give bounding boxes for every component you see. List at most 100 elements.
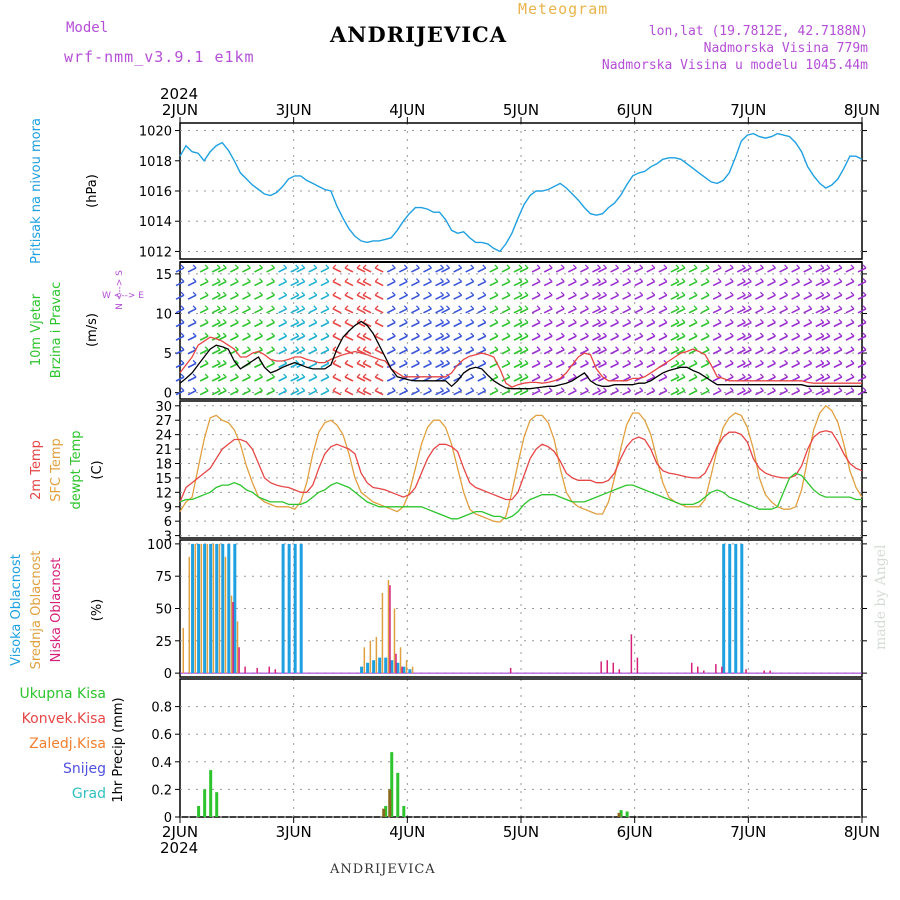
wind-arrow (356, 389, 366, 396)
wind-arrow-head (850, 305, 855, 310)
wind-arrow-head (675, 264, 680, 269)
wind-arrow (519, 335, 529, 341)
wind-arrow-head (332, 373, 337, 378)
y-tick-label: 30 (155, 400, 172, 415)
wind-arrow (266, 389, 275, 396)
wind-arrow (598, 321, 607, 328)
wind-arrow (229, 294, 239, 300)
wind-arrow-head (332, 278, 337, 283)
wind-arrow-head (494, 264, 499, 269)
wind-arrow-head (180, 319, 185, 323)
wind-arrow (845, 321, 855, 328)
wind-arrow-head (663, 373, 668, 378)
wind-arrow-head (615, 373, 620, 378)
cloud-bar-low (606, 660, 608, 674)
wind-arrow (290, 308, 300, 314)
wind-arrow-head (826, 387, 831, 392)
wind-arrow (356, 294, 366, 300)
wind-arrow-head (332, 264, 337, 269)
wind-arrow (398, 362, 408, 369)
wind-arrow (211, 308, 221, 314)
wind-arrow-head (862, 373, 867, 378)
wind-arrow-head (216, 278, 221, 283)
wind-arrow-head (615, 278, 620, 283)
wind-arrow-head (572, 291, 577, 296)
precip-bar-total (197, 805, 201, 817)
wind-arrow (513, 362, 523, 369)
wind-arrow-head (759, 264, 764, 269)
wind-arrow-head (603, 332, 607, 337)
wind-arrow-head (301, 264, 306, 269)
wind-arrow (217, 294, 227, 300)
wind-arrow-head (639, 359, 644, 364)
wind-arrow (344, 335, 354, 341)
wind-arrow (374, 267, 384, 273)
wind-arrow (833, 267, 843, 273)
wind-arrow (465, 294, 475, 300)
wind-arrow (411, 294, 420, 300)
wind-arrow-head (482, 359, 487, 364)
wind-arrow-head (572, 387, 577, 392)
wind-arrow-head (772, 305, 776, 310)
wind-arrow (598, 376, 607, 382)
wind-arrow-head (313, 264, 318, 269)
wind-arrow-head (427, 291, 432, 296)
wind-arrow (465, 308, 475, 314)
wind-arrow (700, 321, 710, 328)
wind-arrow-head (344, 278, 349, 283)
wind-arrow-head (572, 278, 577, 283)
wind-arrow-head (470, 373, 475, 378)
wind-arrow-head (332, 332, 337, 337)
wind-arrow (742, 308, 752, 314)
wind-arrow-head (572, 319, 577, 323)
wind-arrow (567, 267, 577, 273)
wind-arrow (453, 321, 462, 328)
wind-arrow-head (325, 319, 330, 323)
wind-arrow (435, 267, 444, 273)
precip-bar-total (384, 805, 388, 817)
wind-arrow-head (560, 264, 565, 269)
wind-arrow-head (332, 291, 337, 296)
wind-arrow (489, 376, 499, 382)
wind-arrow-head (344, 346, 349, 351)
wind-arrow (736, 308, 746, 314)
wind-arrow (755, 362, 764, 369)
wind-arrow-head (259, 332, 263, 337)
wind-arrow (821, 389, 831, 396)
wind-arrow (592, 294, 601, 300)
wind-arrow-head (603, 278, 607, 283)
wind-arrow (513, 376, 523, 382)
wind-arrow (555, 280, 565, 287)
wind-arrow (580, 321, 589, 328)
wind-arrow (386, 321, 396, 328)
wind-arrow-head (838, 332, 843, 337)
wind-arrow (398, 335, 408, 341)
wind-arrow-head (234, 278, 239, 283)
x-tick-label-bottom: 2JUN (162, 823, 198, 841)
wind-arrow-head (234, 332, 239, 337)
wind-arrow-head (772, 346, 776, 351)
wind-arrow-head (204, 319, 209, 323)
wind-arrow (441, 267, 450, 273)
wind-arrow (622, 308, 631, 314)
wind-arrow-head (536, 278, 541, 283)
wind-arrow-head (222, 264, 227, 269)
wind-arrow-head (548, 291, 553, 296)
wind-arrow (815, 349, 825, 355)
wind-arrow-head (313, 278, 318, 283)
wind-arrow (501, 362, 511, 369)
wind-arrow-head (446, 278, 451, 283)
wind-arrow (567, 280, 577, 287)
panel-frame-pressure (179, 122, 863, 260)
wind-arrow-head (651, 305, 656, 310)
wind-arrow-head (524, 305, 529, 310)
wind-arrow-head (862, 346, 867, 351)
wind-arrow-head (862, 278, 867, 283)
wind-arrow-head (572, 305, 577, 310)
wind-arrow-head (524, 346, 529, 351)
wind-arrow (791, 335, 800, 341)
wind-arrow (767, 349, 776, 355)
wind-arrow (362, 294, 372, 300)
wind-arrow-head (356, 278, 361, 283)
cloud-bar-mid (182, 627, 184, 674)
